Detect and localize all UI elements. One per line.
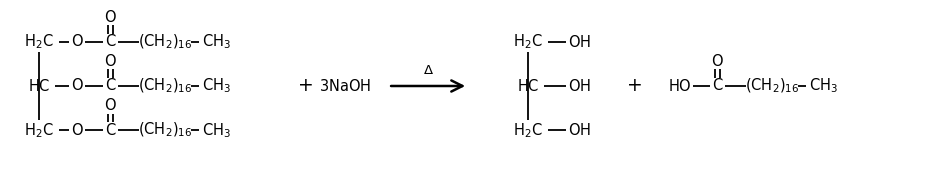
Text: $\mathsf{HO}$: $\mathsf{HO}$ bbox=[668, 78, 691, 94]
Text: C: C bbox=[105, 123, 115, 138]
Text: $\mathsf{\Delta}$: $\mathsf{\Delta}$ bbox=[423, 64, 433, 77]
Text: +: + bbox=[627, 76, 643, 95]
Text: O: O bbox=[711, 54, 723, 69]
Text: $\mathsf{CH_3}$: $\mathsf{CH_3}$ bbox=[203, 121, 232, 140]
Text: O: O bbox=[71, 78, 83, 94]
Text: O: O bbox=[104, 10, 116, 25]
Text: $\mathsf{CH_3}$: $\mathsf{CH_3}$ bbox=[203, 32, 232, 51]
Text: $\mathsf{CH_3}$: $\mathsf{CH_3}$ bbox=[809, 77, 839, 95]
Text: $\mathsf{CH_3}$: $\mathsf{CH_3}$ bbox=[203, 77, 232, 95]
Text: $\mathsf{OH}$: $\mathsf{OH}$ bbox=[568, 34, 591, 50]
Text: $\mathsf{OH}$: $\mathsf{OH}$ bbox=[568, 122, 591, 138]
Text: $\mathsf{H_2C}$: $\mathsf{H_2C}$ bbox=[24, 32, 54, 51]
Text: C: C bbox=[105, 34, 115, 49]
Text: O: O bbox=[104, 54, 116, 69]
Text: +: + bbox=[297, 76, 313, 95]
Text: $\mathsf{H_2C}$: $\mathsf{H_2C}$ bbox=[513, 121, 543, 140]
Text: $\mathsf{H_2C}$: $\mathsf{H_2C}$ bbox=[513, 32, 543, 51]
Text: C: C bbox=[712, 78, 722, 94]
Text: $\mathsf{3NaOH}$: $\mathsf{3NaOH}$ bbox=[319, 78, 371, 94]
Text: $\mathsf{(CH_2)_{16}}$: $\mathsf{(CH_2)_{16}}$ bbox=[138, 121, 192, 140]
Text: O: O bbox=[71, 123, 83, 138]
Text: O: O bbox=[71, 34, 83, 49]
Text: $\mathsf{(CH_2)_{16}}$: $\mathsf{(CH_2)_{16}}$ bbox=[138, 77, 192, 95]
Text: $\mathsf{HC}$: $\mathsf{HC}$ bbox=[28, 78, 51, 94]
Text: $\mathsf{OH}$: $\mathsf{OH}$ bbox=[568, 78, 591, 94]
Text: $\mathsf{HC}$: $\mathsf{HC}$ bbox=[517, 78, 539, 94]
Text: C: C bbox=[105, 78, 115, 94]
Text: O: O bbox=[104, 98, 116, 113]
Text: $\mathsf{(CH_2)_{16}}$: $\mathsf{(CH_2)_{16}}$ bbox=[138, 32, 192, 51]
Text: $\mathsf{H_2C}$: $\mathsf{H_2C}$ bbox=[24, 121, 54, 140]
Text: $\mathsf{(CH_2)_{16}}$: $\mathsf{(CH_2)_{16}}$ bbox=[745, 77, 799, 95]
